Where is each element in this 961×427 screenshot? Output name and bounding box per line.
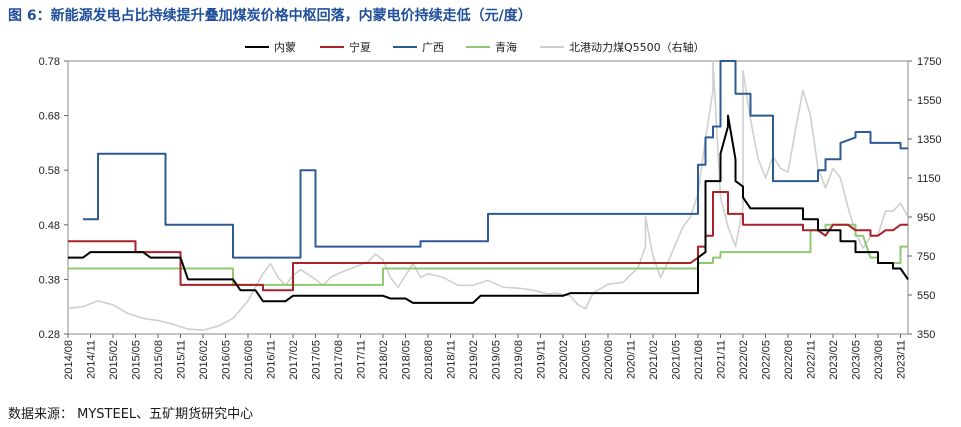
plot-area-border [67, 60, 909, 335]
x-tick-label: 2021/05 [671, 340, 683, 380]
x-tick-label: 2017/08 [333, 340, 345, 380]
x-tick-label: 2014/11 [86, 340, 98, 379]
y-right-tick-label: 550 [917, 290, 935, 302]
y-left-tick-label: 0.58 [39, 165, 60, 177]
x-tick-label: 2018/08 [423, 340, 435, 380]
y-left-tick-label: 0.68 [39, 111, 60, 123]
x-tick-label: 2014/08 [63, 340, 75, 380]
plot-frame [67, 60, 909, 335]
x-tick-label: 2016/05 [221, 340, 233, 380]
y-left-tick-label: 0.78 [39, 56, 60, 68]
x-tick-label: 2021/11 [716, 340, 728, 379]
x-tick-label: 2015/02 [108, 340, 120, 380]
y-right-tick-label: 1550 [917, 95, 941, 107]
x-tick-label: 2020/02 [558, 340, 570, 380]
x-tick-label: 2016/11 [266, 340, 278, 379]
y-right-tick-label: 1150 [917, 173, 941, 185]
y-right-tick-label: 1750 [917, 56, 941, 68]
series-line-1 [68, 191, 908, 292]
x-tick-label: 2015/05 [131, 340, 143, 380]
x-tick-label: 2017/11 [356, 340, 368, 379]
x-tick-label: 2019/11 [536, 340, 548, 379]
x-tick-label: 2022/08 [783, 340, 795, 380]
x-tick-label: 2015/11 [176, 340, 188, 379]
x-tick-label: 2016/02 [198, 340, 210, 380]
x-tick-label: 2022/11 [806, 340, 818, 379]
x-tick-label: 2016/08 [243, 340, 255, 380]
legend-label: 宁夏 [349, 40, 371, 54]
x-tick-label: 2019/05 [491, 340, 503, 380]
x-tick-label: 2023/08 [873, 340, 885, 380]
x-tick-label: 2023/05 [851, 340, 863, 380]
legend-label: 内蒙 [274, 40, 296, 54]
legend-label: 广西 [422, 41, 444, 54]
x-tick-label: 2021/02 [648, 340, 660, 380]
series-lines [67, 60, 909, 331]
x-tick-label: 2018/11 [446, 340, 458, 379]
y-left-tick-label: 0.28 [39, 329, 60, 341]
x-tick-label: 2017/02 [288, 340, 300, 380]
legend-label: 青海 [495, 40, 517, 54]
y-left-tick-label: 0.48 [39, 220, 60, 232]
x-tick-label: 2022/02 [738, 340, 750, 380]
x-tick-label: 2020/11 [626, 340, 638, 379]
x-tick-label: 2023/11 [896, 340, 908, 379]
x-tick-label: 2019/08 [513, 340, 525, 380]
series-line-2 [83, 60, 908, 259]
axes: 0.28 0.38 0.48 0.58 0.68 0.78 350 550 750 950 1150… [39, 56, 942, 380]
x-tick-label: 2015/08 [153, 340, 165, 380]
x-tick-label: 2021/08 [693, 340, 705, 380]
x-tick-label: 2017/05 [311, 340, 323, 380]
x-tick-label: 2023/02 [828, 340, 840, 380]
x-tick-label: 2018/05 [401, 340, 413, 380]
x-tick-label: 2019/02 [468, 340, 480, 380]
x-tick-label: 2022/05 [761, 340, 773, 380]
y-right-tick-label: 1350 [917, 134, 941, 146]
x-tick-label: 2020/08 [603, 340, 615, 380]
y-left-tick-label: 0.38 [39, 274, 60, 286]
chart-title: 图 6：新能源发电占比持续提升叠加煤炭价格中枢回落，内蒙电价持续走低（元/度） [8, 8, 532, 24]
y-right-tick-label: 950 [917, 212, 935, 224]
series-line-4 [67, 60, 909, 331]
legend-label: 北港动力煤Q5500（右轴） [569, 40, 705, 54]
source-note: 数据来源： MYSTEEL、五矿期货研究中心 [8, 407, 254, 422]
series-line-0 [68, 114, 909, 304]
y-right-tick-label: 350 [917, 329, 935, 341]
x-tick-label: 2020/05 [581, 340, 593, 380]
y-right-tick-label: 750 [917, 251, 935, 263]
legend: 内蒙 宁夏 广西 青海 北港动力煤Q5500（右轴） [245, 40, 705, 54]
x-tick-label: 2018/02 [378, 340, 390, 380]
